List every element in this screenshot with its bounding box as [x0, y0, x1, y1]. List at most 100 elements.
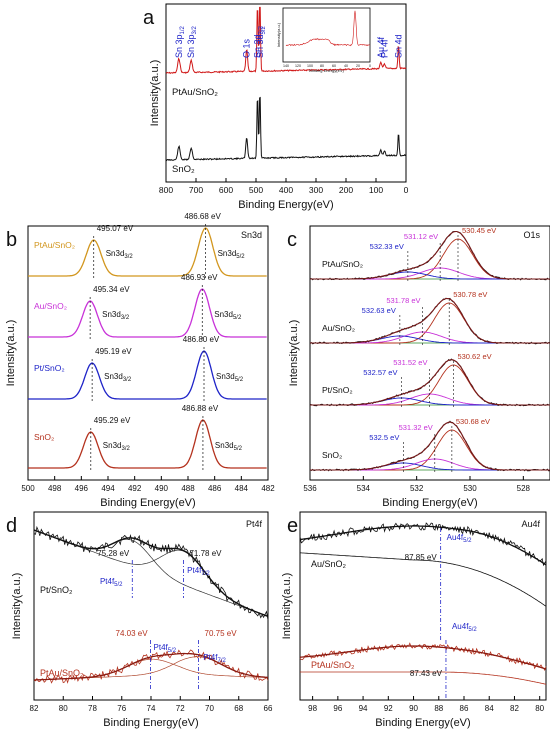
fit-envelope: [310, 421, 550, 471]
spectrum-1: [28, 288, 267, 338]
series-label: Au/SnO₂: [322, 323, 355, 333]
peak-value-label: 531.52 eV: [393, 358, 427, 367]
raw-data: [309, 358, 550, 407]
x-tick-label: 66: [264, 704, 273, 713]
panel-letter: b: [6, 229, 17, 251]
fit-envelope: [310, 359, 550, 406]
x-tick-label: 484: [235, 484, 249, 493]
peak-value-label: 530.68 eV: [456, 417, 490, 426]
subscript: 5/2: [114, 582, 123, 588]
x-tick-label: 486: [208, 484, 222, 493]
x-tick-label: 98: [308, 704, 317, 713]
peak-value-label: 486.80 eV: [183, 335, 220, 344]
peak-name-label: Pt4f5/2: [100, 577, 123, 588]
y-axis-label: Intensity(a.u.): [281, 573, 293, 640]
peak-value-label: 532.63 eV: [362, 306, 396, 315]
x-tick-label: 488: [181, 484, 195, 493]
panel-letter: a: [143, 7, 155, 29]
subscript: 3/2: [123, 377, 132, 383]
panel-title: O1s: [523, 230, 540, 240]
inset-spectrum: [285, 10, 371, 47]
peak-label: O 1s: [242, 38, 252, 58]
panel-title: Sn3d: [241, 230, 262, 240]
peak-value-label: 495.34 eV: [93, 285, 130, 294]
peak-value-label: 495.19 eV: [95, 347, 132, 356]
panel-letter: e: [287, 515, 298, 537]
peak-name-label: Sn3d3/2: [104, 372, 132, 383]
plot-frame: [27, 225, 269, 481]
subscript: 3/2: [121, 315, 130, 321]
fit-envelope: [310, 297, 550, 344]
x-tick-label: 82: [30, 704, 39, 713]
peak-value-label: 532.5 eV: [369, 433, 399, 442]
peak-value-label: 531.32 eV: [399, 423, 433, 432]
x-tick-label: 494: [101, 484, 115, 493]
x-tick-label: 536: [303, 484, 317, 493]
peak-value-label: 495.07 eV: [97, 224, 134, 233]
inset-tick-label: 80: [320, 64, 324, 68]
inset-y-label: Intensity(a.u.): [276, 22, 281, 47]
peak-label: Au 4f: [376, 36, 386, 58]
peak-value-label: 70.75 eV: [205, 629, 238, 638]
x-tick-label: 500: [249, 185, 263, 195]
inset-tick-label: 40: [344, 64, 348, 68]
x-tick-label: 82: [510, 704, 519, 713]
au-background: [299, 552, 547, 607]
inset-tick-label: 60: [332, 64, 336, 68]
x-axis-label: Binding Energy(eV): [100, 497, 195, 509]
x-tick-label: 400: [279, 185, 293, 195]
x-tick-label: 800: [159, 185, 173, 195]
peak-label: Sn 3p3/2: [186, 25, 198, 58]
peak-value-label: 486.93 eV: [181, 273, 218, 282]
au-raw-data: [299, 522, 547, 567]
survey-sno2: [165, 96, 407, 162]
survey-ptau-sno2: [165, 6, 407, 75]
series-label: Pt/SnO₂: [34, 363, 65, 373]
peak-value-label: 87.85 eV: [405, 553, 438, 562]
x-tick-label: 532: [410, 484, 424, 493]
peak-name-label: Sn3d3/2: [103, 441, 131, 452]
peak-name-label: Sn3d5/2: [214, 310, 242, 321]
x-axis-label: Binding Energy(eV): [375, 717, 470, 729]
x-tick-label: 86: [460, 704, 469, 713]
x-tick-label: 200: [339, 185, 353, 195]
peak-value-label: 531.12 eV: [404, 232, 438, 241]
peak-name-label: Pt4f5/2: [154, 643, 177, 654]
au-fit: [299, 525, 547, 566]
y-axis-label: Intensity(a.u.): [288, 320, 300, 387]
pt-raw-data: [33, 525, 269, 621]
series-label: Au/SnO₂: [311, 559, 347, 569]
series-label: Pt/SnO₂: [40, 585, 73, 595]
x-tick-label: 80: [59, 704, 68, 713]
x-tick-label: 100: [369, 185, 383, 195]
peak-name-label: Sn3d3/2: [102, 310, 130, 321]
component-oc: [310, 397, 550, 406]
x-tick-label: 482: [261, 484, 275, 493]
x-tick-label: 88: [434, 704, 443, 713]
series-label: SnO₂: [322, 450, 342, 460]
series-label-ptau: PtAu/SnO₂: [172, 87, 218, 98]
x-tick-label: 490: [155, 484, 169, 493]
series-label: SnO₂: [34, 432, 54, 442]
peak-name-label: Au4f5/2: [447, 533, 472, 544]
peak-value-label: 87.43 eV: [410, 669, 443, 678]
peak-name-label: Au4f5/2: [452, 622, 477, 633]
inset-x-label: Binding Energy(eV): [309, 68, 344, 73]
peak-value-label: 486.68 eV: [184, 212, 221, 221]
x-axis-label: Binding Energy(eV): [382, 497, 477, 509]
x-tick-label: 534: [357, 484, 371, 493]
inset-tick-label: 20: [356, 64, 360, 68]
subscript: 5/2: [468, 627, 477, 633]
x-tick-label: 70: [205, 704, 214, 713]
x-tick-label: 92: [384, 704, 393, 713]
series-label-sno2: SnO₂: [172, 164, 195, 175]
peak-value-label: 75.28 eV: [97, 549, 130, 558]
peak-value-label: 532.57 eV: [363, 368, 397, 377]
ptau-fit: [33, 652, 269, 681]
y-axis-label: Intensity(a.u.): [11, 573, 23, 640]
peak-value-label: 531.78 eV: [386, 296, 420, 305]
panel-title: Au4f: [521, 519, 540, 529]
peak-name-label: Sn3d3/2: [106, 249, 134, 260]
subscript: 7/2: [217, 658, 226, 664]
y-axis-label: Intensity(a.u.): [5, 320, 17, 387]
